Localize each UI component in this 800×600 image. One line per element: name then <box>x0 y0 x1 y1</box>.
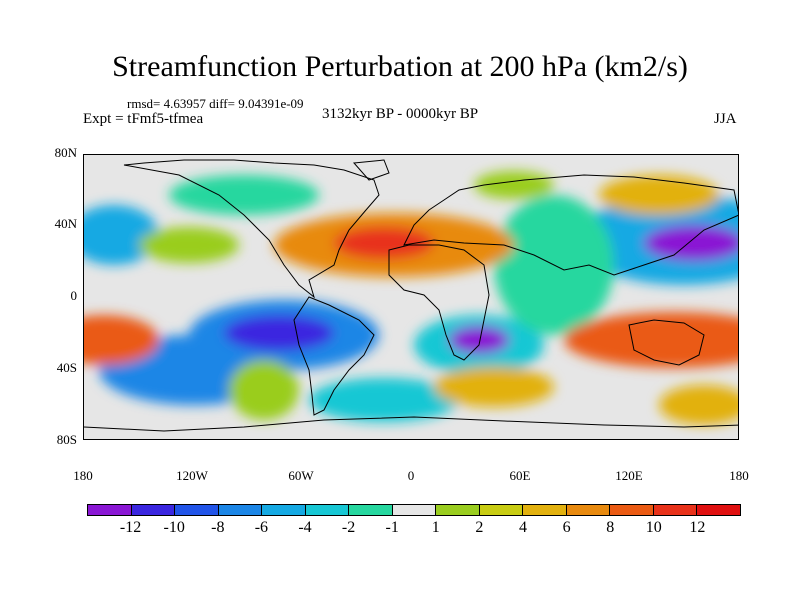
lat-label-40s: 40S <box>56 360 77 375</box>
colorbar-box-7 <box>392 505 437 515</box>
colorbar-label-5: -2 <box>341 519 356 536</box>
coast-antarctica <box>84 416 738 432</box>
colorbar-label-2: -8 <box>211 519 225 536</box>
lon-label-0: 0 <box>407 468 415 483</box>
contour-indian-ocean-ridge <box>434 367 554 407</box>
period-label: 3132kyr BP - 0000kyr BP <box>322 106 479 122</box>
contour-south-pacific-low-core <box>224 315 334 351</box>
colorbar-label-3: -6 <box>254 519 269 536</box>
coast-greenland <box>352 159 390 181</box>
colorbar-box-12 <box>610 505 654 515</box>
contour-north-pacific-trough-core <box>644 225 738 261</box>
colorbar-label-13: 12 <box>689 519 706 536</box>
colorbar-box-8 <box>436 505 480 515</box>
colorbar <box>87 504 741 516</box>
colorbar-box-0 <box>88 505 132 515</box>
coast-north-america <box>123 159 380 299</box>
colorbar-box-6 <box>349 505 393 515</box>
lon-label-120w: 120W <box>176 468 208 483</box>
colorbar-label-6: -1 <box>385 519 399 536</box>
contour-arctic-ridge <box>474 171 554 199</box>
coast-south-america <box>293 296 375 416</box>
contour-north-pacific-ridge <box>139 227 239 263</box>
colorbar-box-11 <box>566 505 611 515</box>
colorbar-box-3 <box>218 505 263 515</box>
contour-southern-africa-low-core <box>449 326 509 354</box>
colorbar-label-8: 2 <box>475 519 484 536</box>
season-label: JJA <box>714 111 737 127</box>
lat-label-80s: 80S <box>56 432 77 447</box>
colorbar-label-12: 10 <box>645 519 662 536</box>
lat-label-eq: 0 <box>70 288 78 303</box>
colorbar-box-10 <box>523 505 567 515</box>
colorbar-label-11: 8 <box>606 519 615 536</box>
lon-label-180e: 180 <box>729 468 749 483</box>
colorbar-label-0: -12 <box>119 519 142 536</box>
lon-label-60e: 60E <box>509 468 531 483</box>
colorbar-box-2 <box>175 505 219 515</box>
lon-label-120e: 120E <box>615 468 643 483</box>
colorbar-box-1 <box>131 505 176 515</box>
contour-east-pacific-ridge <box>84 315 159 365</box>
stats-text: rmsd= 4.63957 diff= 9.04391e-09 <box>127 96 304 111</box>
colorbar-box-9 <box>479 505 524 515</box>
experiment-label: Expt = tFmf5-tfmea <box>83 111 204 127</box>
colorbar-box-14 <box>697 505 740 515</box>
contour-australia-ridge <box>564 312 738 368</box>
map-panel <box>83 154 739 440</box>
contour-southern-ocean-low <box>309 378 459 422</box>
colorbar-label-10: 6 <box>562 519 571 536</box>
contour-north-asia-ridge <box>599 175 719 215</box>
colorbar-label-4: -4 <box>298 519 312 536</box>
coastlines <box>84 159 738 432</box>
colorbar-box-5 <box>305 505 350 515</box>
colorbar-box-13 <box>653 505 698 515</box>
colorbar-label-9: 4 <box>519 519 527 536</box>
colorbar-label-1: -10 <box>163 519 185 536</box>
colorbar-label-7: 1 <box>431 519 440 536</box>
contour-north-america-low <box>169 175 319 215</box>
coast-eurasia <box>403 174 738 276</box>
contour-southern-ocean-ridge <box>659 385 738 425</box>
coast-africa <box>388 244 490 361</box>
lon-label-60w: 60W <box>288 468 314 483</box>
contour-map <box>84 155 738 439</box>
lon-label-180w: 180 <box>73 468 93 483</box>
lat-label-40n: 40N <box>54 216 77 231</box>
contour-south-pacific-ridge <box>229 360 299 420</box>
contour-west-pacific-low <box>84 205 159 265</box>
colorbar-box-4 <box>262 505 306 515</box>
plot-title: Streamfunction Perturbation at 200 hPa (… <box>112 50 688 83</box>
lat-label-80n: 80N <box>54 145 77 160</box>
coast-australia <box>628 319 705 366</box>
